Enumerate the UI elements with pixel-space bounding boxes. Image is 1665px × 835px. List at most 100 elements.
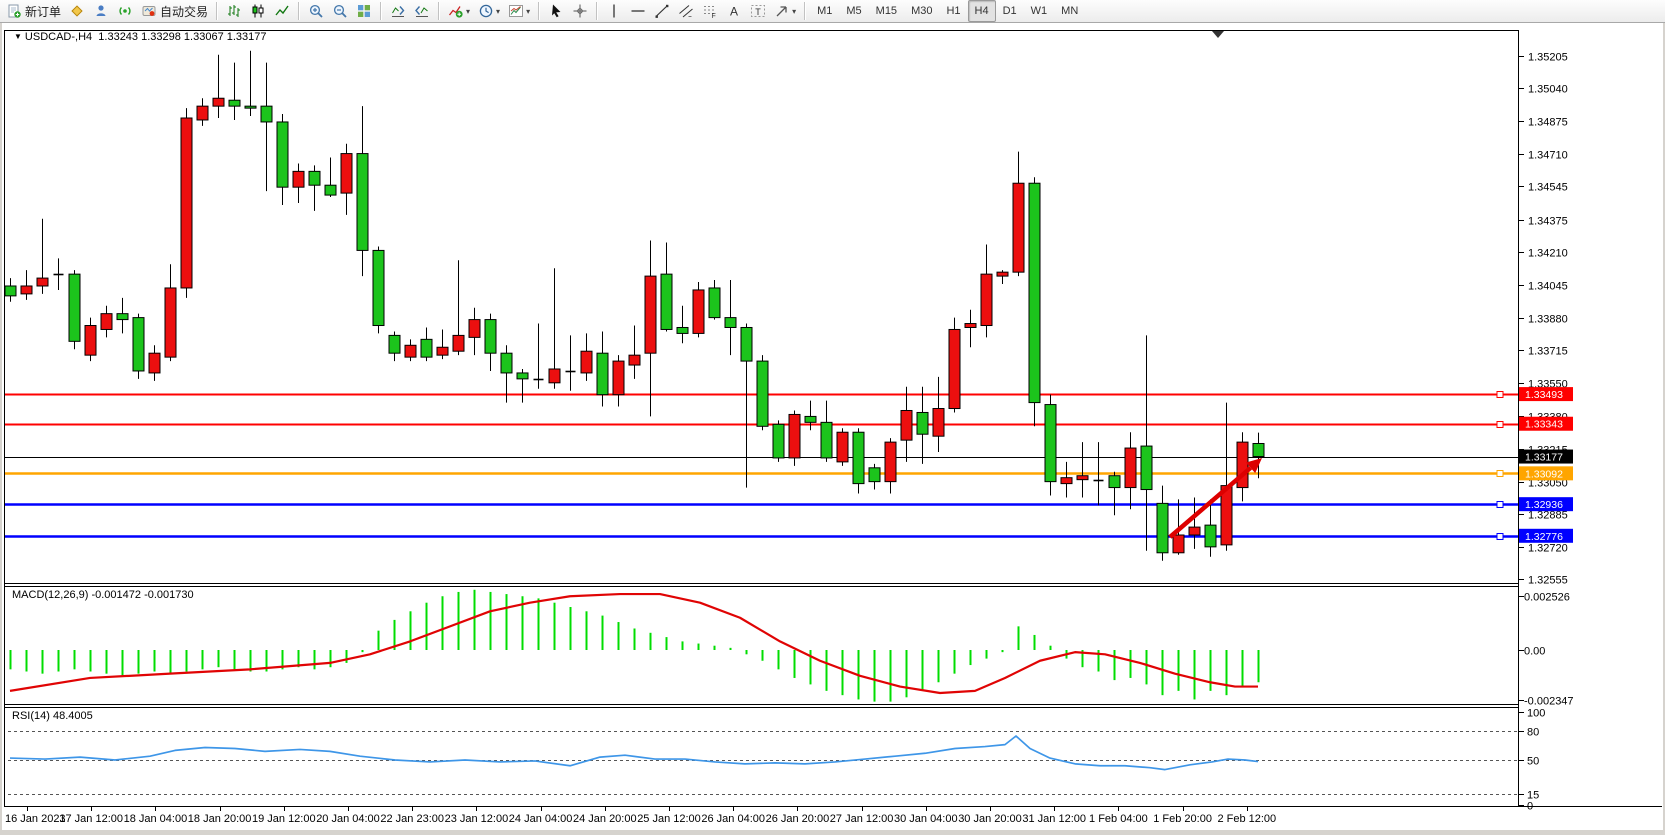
- price-tag-label: 1.33177: [1525, 452, 1563, 464]
- tf-m1[interactable]: M1: [810, 0, 839, 22]
- line-handle[interactable]: [1496, 421, 1504, 428]
- line-handle[interactable]: [1496, 391, 1504, 398]
- tf-w1-label: W1: [1030, 5, 1048, 17]
- text-label-button[interactable]: T: [746, 0, 770, 22]
- dropdown-caret-icon[interactable]: ▾: [792, 6, 797, 16]
- linechart-icon: [274, 3, 290, 19]
- candles-icon: [250, 3, 266, 19]
- candle: [565, 335, 576, 391]
- candle: [548, 268, 561, 389]
- crosshair-button[interactable]: [568, 0, 592, 22]
- cursor-button[interactable]: [544, 0, 568, 22]
- trend-arrow-annotation[interactable]: [1168, 458, 1262, 539]
- signals-button[interactable]: [113, 0, 137, 22]
- bars-icon: [226, 3, 242, 19]
- svg-text:F: F: [712, 13, 716, 19]
- candle: [308, 165, 321, 211]
- channel-button[interactable]: [674, 0, 698, 22]
- bar-chart-button[interactable]: [222, 0, 246, 22]
- price-tick-label: 1.34375: [1528, 216, 1568, 228]
- tile-windows-button[interactable]: [352, 0, 376, 22]
- horizontal-line-button[interactable]: [626, 0, 650, 22]
- metaeditor-button[interactable]: [65, 0, 89, 22]
- tf-m5[interactable]: M5: [839, 0, 868, 22]
- price-tick-label: 1.34210: [1528, 248, 1568, 260]
- dropdown-caret-icon[interactable]: ▾: [526, 6, 531, 16]
- market-button[interactable]: [89, 0, 113, 22]
- line-chart-button[interactable]: [270, 0, 294, 22]
- time-tick-label: 24 Jan 04:00: [509, 813, 573, 825]
- candlestick-button[interactable]: [246, 0, 270, 22]
- candle: [68, 270, 81, 350]
- fibonacci-button[interactable]: F: [698, 0, 722, 22]
- candle: [1236, 432, 1249, 502]
- time-tick-label: 27 Jan 12:00: [830, 813, 894, 825]
- price-tick-label: 1.33715: [1528, 346, 1568, 358]
- tf-h1[interactable]: H1: [939, 0, 967, 22]
- price-tick-label: 1.33880: [1528, 314, 1568, 326]
- fibonacci-icon: F: [702, 3, 718, 19]
- tf-m15[interactable]: M15: [869, 0, 904, 22]
- price-tag: [1519, 387, 1573, 402]
- svg-text:0.002526: 0.002526: [1524, 592, 1570, 604]
- dropdown-caret-icon[interactable]: ▾: [466, 6, 471, 16]
- trendline-button[interactable]: [650, 0, 674, 22]
- candle: [1204, 499, 1217, 557]
- autotrading-button[interactable]: 自动交易: [137, 0, 212, 22]
- candle: [1044, 394, 1057, 496]
- time-tick-label: 30 Jan 20:00: [958, 813, 1022, 825]
- candle: [36, 218, 49, 294]
- candle: [148, 345, 161, 381]
- diamond-icon: [69, 3, 85, 19]
- candle: [612, 355, 625, 407]
- price-tag: [1519, 466, 1573, 481]
- vertical-line-button[interactable]: [602, 0, 626, 22]
- candle: [356, 106, 369, 277]
- indicators-button[interactable]: ▾: [444, 0, 474, 22]
- candle: [484, 313, 497, 371]
- dropdown-caret-icon[interactable]: ▾: [496, 6, 501, 16]
- price-tags: 1.33493 1.33343 1.33177 1.33092 1.32936 1.327…: [1519, 387, 1573, 543]
- time-tick-label: 20 Jan 04:00: [316, 813, 380, 825]
- tf-w1[interactable]: W1: [1024, 0, 1055, 22]
- zoom-out-button[interactable]: [328, 0, 352, 22]
- periods-button[interactable]: ▾: [474, 0, 504, 22]
- templates-button[interactable]: ▾: [504, 0, 534, 22]
- arrows-button[interactable]: ▾: [770, 0, 800, 22]
- horizontal-lines[interactable]: [4, 391, 1518, 540]
- person-icon: [93, 3, 109, 19]
- tf-h4[interactable]: H4: [967, 0, 996, 22]
- candle: [404, 339, 417, 362]
- candle: [996, 270, 1009, 285]
- line-handle[interactable]: [1496, 470, 1504, 477]
- line-handle[interactable]: [1496, 533, 1504, 540]
- collapse-triangle-icon[interactable]: ▼: [14, 32, 22, 41]
- time-tick-label: 25 Jan 12:00: [637, 813, 701, 825]
- candle: [628, 325, 641, 379]
- candle: [1012, 151, 1025, 277]
- zoom-in-button[interactable]: [304, 0, 328, 22]
- svg-text:-0.002347: -0.002347: [1524, 696, 1574, 708]
- price-tag: [1519, 449, 1573, 464]
- line-handle[interactable]: [1496, 501, 1504, 508]
- candle: [1028, 177, 1041, 427]
- candle: [500, 345, 513, 403]
- chart-shift-marker[interactable]: [1212, 31, 1224, 38]
- scrollend-icon: [390, 3, 406, 19]
- price-tag: [1519, 416, 1573, 431]
- tf-m30[interactable]: M30: [904, 0, 939, 22]
- text-button[interactable]: A: [722, 0, 746, 22]
- candle: [196, 98, 209, 126]
- candle: [756, 355, 769, 431]
- auto-scroll-button[interactable]: [386, 0, 410, 22]
- chart-shift-button[interactable]: [410, 0, 434, 22]
- macd-signal-line: [9, 592, 1258, 695]
- candle: [533, 323, 544, 389]
- candle: [836, 428, 849, 466]
- tf-mn[interactable]: MN: [1054, 0, 1085, 22]
- new-order-button[interactable]: 新订单: [2, 0, 65, 22]
- candle: [804, 400, 817, 431]
- price-tick-label: 1.32885: [1528, 510, 1568, 522]
- tf-d1[interactable]: D1: [996, 0, 1024, 22]
